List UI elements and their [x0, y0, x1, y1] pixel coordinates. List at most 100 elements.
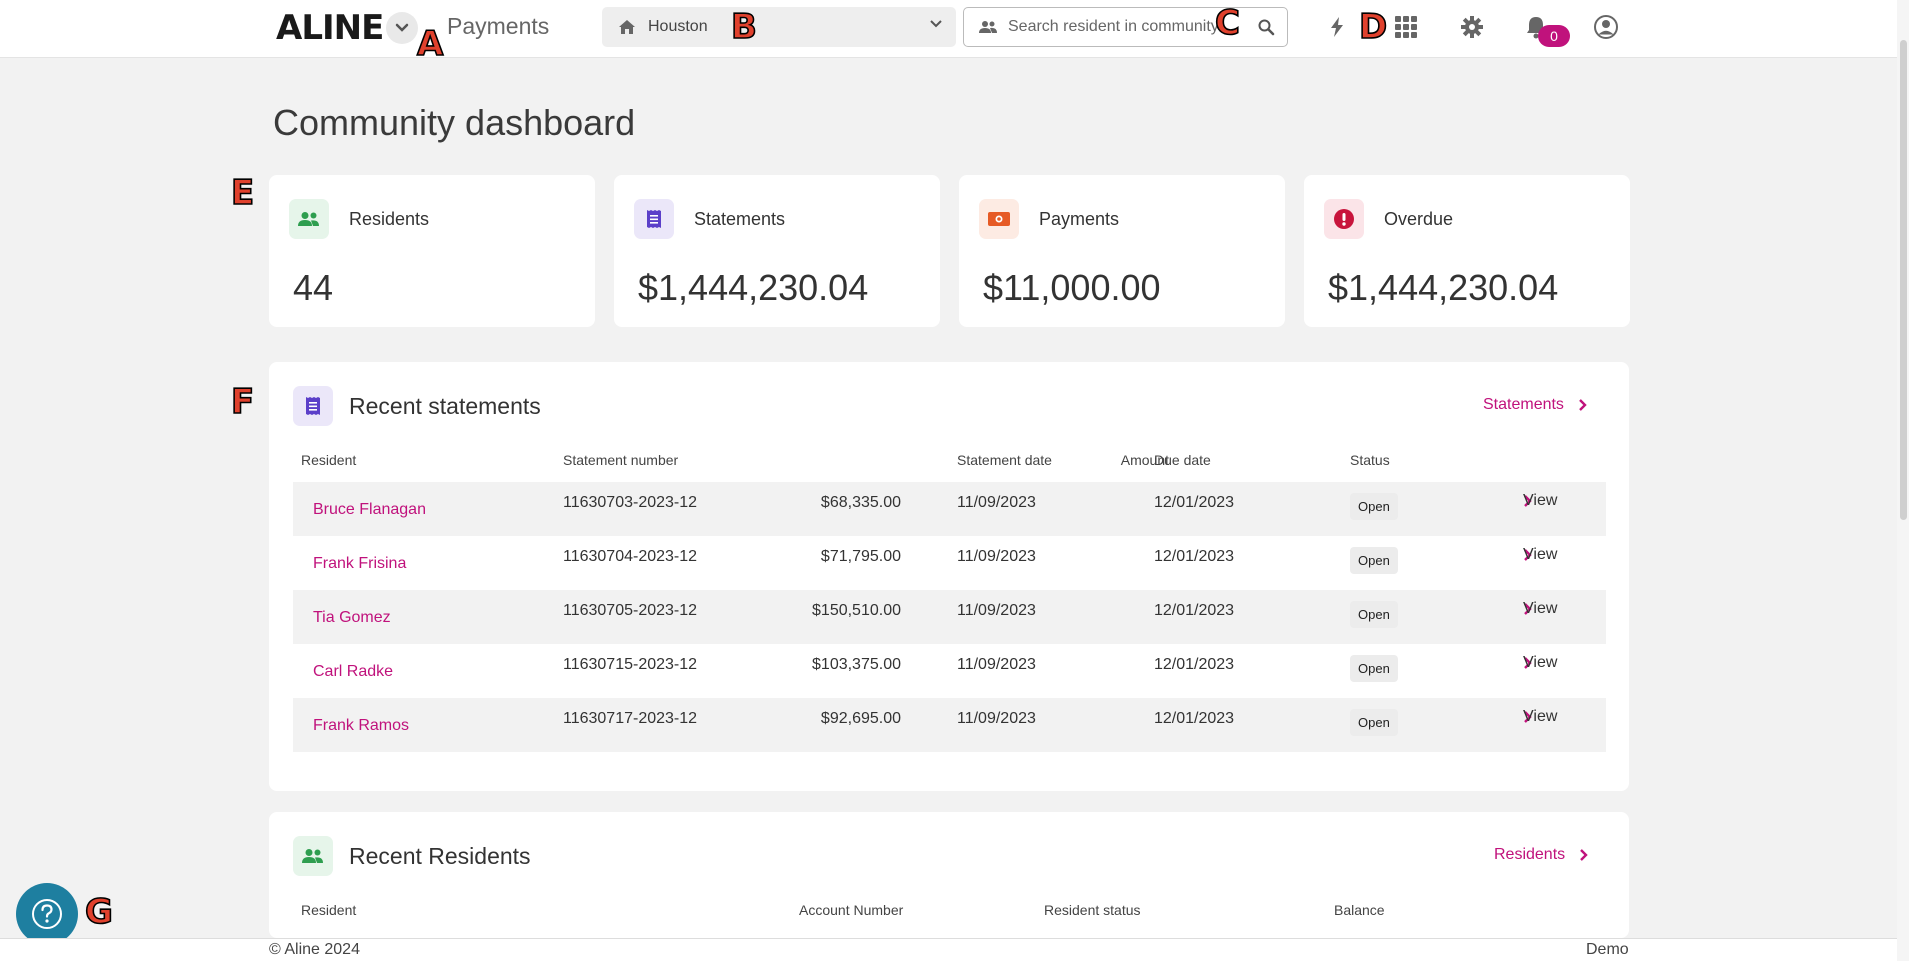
stat-value: $1,444,230.04	[1328, 267, 1559, 308]
copyright-text: © Aline 2024	[269, 941, 360, 958]
apps-grid-icon[interactable]	[1391, 12, 1421, 42]
annotation-marker-d: D	[1358, 7, 1388, 47]
due-date: 12/01/2023	[1154, 656, 1235, 673]
app-title: Payments	[447, 13, 550, 39]
view-statement-link[interactable]: View	[1523, 600, 1557, 617]
view-statement-link[interactable]: View	[1523, 654, 1557, 671]
statements-table-header: Resident Statement number Amount Stateme…	[269, 452, 1629, 472]
notification-count-badge: 0	[1538, 25, 1570, 47]
chevron-down-icon	[395, 23, 409, 32]
stat-label: Residents	[349, 209, 430, 229]
statements-link[interactable]: Statements	[1483, 396, 1587, 414]
resident-search	[963, 7, 1288, 47]
stat-label: Payments	[1039, 209, 1120, 229]
search-icon[interactable]	[1257, 18, 1275, 41]
resident-link[interactable]: Bruce Flanagan	[313, 501, 426, 518]
statement-number: 11630705-2023-12	[563, 602, 698, 619]
question-icon	[32, 899, 62, 929]
view-label: View	[1523, 708, 1558, 725]
view-statement-link[interactable]: View	[1523, 492, 1557, 509]
resident-link[interactable]: Carl Radke	[313, 663, 394, 680]
stat-card-payments: Payments $11,000.00	[959, 175, 1285, 327]
footer: © Aline 2024 Demo	[0, 938, 1909, 961]
stat-label: Overdue	[1384, 209, 1454, 229]
residents-link[interactable]: Residents	[1494, 846, 1588, 864]
chevron-right-icon	[1580, 849, 1588, 861]
chevron-down-icon	[928, 16, 944, 37]
view-label: View	[1523, 600, 1558, 617]
annotation-marker-c: C	[1214, 3, 1241, 43]
statement-amount: $71,795.00	[820, 548, 901, 565]
statement-amount: $68,335.00	[820, 494, 901, 511]
page-scrollbar[interactable]	[1897, 0, 1909, 961]
table-row: Frank Frisina 11630704-2023-12 $71,795.0…	[293, 536, 1606, 590]
community-select[interactable]: Houston	[602, 7, 956, 47]
statement-amount: $103,375.00	[812, 656, 901, 673]
resident-link[interactable]: Frank Ramos	[313, 717, 410, 734]
aline-logo[interactable]: ALINE	[276, 8, 384, 48]
statement-number: 11630715-2023-12	[563, 656, 698, 673]
due-date: 12/01/2023	[1154, 548, 1235, 565]
status-badge: Open	[1350, 493, 1398, 520]
search-input[interactable]	[1008, 18, 1228, 36]
statement-amount: $92,695.00	[820, 710, 901, 727]
statement-date: 11/09/2023	[957, 548, 1036, 565]
chevron-right-icon	[1524, 711, 1532, 723]
status-badge: Open	[1350, 709, 1398, 736]
table-row: Frank Ramos 11630717-2023-12 $92,695.00 …	[293, 698, 1606, 752]
stat-label: Statements	[694, 209, 786, 229]
resident-link[interactable]: Frank Frisina	[313, 555, 407, 572]
view-label: View	[1523, 546, 1558, 563]
stat-value: $1,444,230.04	[638, 267, 869, 308]
statement-amount: $150,510.00	[812, 602, 901, 619]
view-statement-link[interactable]: View	[1523, 708, 1557, 725]
status-badge: Open	[1350, 655, 1398, 682]
community-name: Houston	[648, 18, 708, 35]
column-header: Balance	[1334, 902, 1385, 918]
annotation-marker-a: A	[416, 24, 444, 64]
lightning-icon[interactable]	[1322, 12, 1352, 42]
resident-link[interactable]: Tia Gomez	[313, 609, 391, 626]
column-header: Due date	[1154, 452, 1211, 468]
view-statement-link[interactable]: View	[1523, 546, 1557, 563]
scrollbar-thumb[interactable]	[1900, 40, 1907, 520]
stat-value: $11,000.00	[983, 267, 1161, 308]
recent-residents-panel: Recent Residents Residents Resident Acco…	[269, 812, 1629, 938]
view-label: View	[1523, 492, 1558, 509]
money-icon	[979, 199, 1019, 239]
statement-number: 11630703-2023-12	[563, 494, 698, 511]
annotation-marker-g: G	[84, 892, 114, 932]
column-header: Account Number	[799, 902, 904, 918]
due-date: 12/01/2023	[1154, 710, 1235, 727]
help-button[interactable]	[16, 883, 78, 945]
column-header: Statement number	[563, 452, 679, 468]
status-badge: Open	[1350, 547, 1398, 574]
users-icon	[293, 836, 333, 876]
annotation-marker-f: F	[230, 382, 255, 422]
app-switcher-button[interactable]	[386, 12, 418, 44]
statements-link-label: Statements	[1483, 396, 1564, 413]
chevron-right-icon	[1524, 657, 1532, 669]
table-row: Tia Gomez 11630705-2023-12 $150,510.00 1…	[293, 590, 1606, 644]
column-header: Statement date	[957, 452, 1052, 468]
view-label: View	[1523, 654, 1558, 671]
page-title: Community dashboard	[273, 102, 636, 143]
chevron-right-icon	[1524, 495, 1532, 507]
due-date: 12/01/2023	[1154, 494, 1235, 511]
receipt-icon	[293, 386, 333, 426]
chevron-right-icon	[1579, 399, 1587, 411]
table-row: Carl Radke 11630715-2023-12 $103,375.00 …	[293, 644, 1606, 698]
environment-label: Demo	[1586, 941, 1629, 958]
column-header: Resident status	[1044, 902, 1141, 918]
annotation-marker-e: E	[230, 173, 255, 213]
recent-statements-panel: Recent statements Statements Resident St…	[269, 362, 1629, 791]
statement-date: 11/09/2023	[957, 656, 1036, 673]
users-icon	[289, 199, 329, 239]
column-header: Amount	[1120, 452, 1169, 468]
column-header: Resident	[301, 452, 357, 468]
gear-icon[interactable]	[1457, 12, 1487, 42]
alert-icon	[1324, 199, 1364, 239]
recent-statements-title: Recent statements	[349, 393, 541, 419]
table-row: Bruce Flanagan 11630703-2023-12 $68,335.…	[293, 482, 1606, 536]
user-profile-icon[interactable]	[1591, 12, 1621, 42]
